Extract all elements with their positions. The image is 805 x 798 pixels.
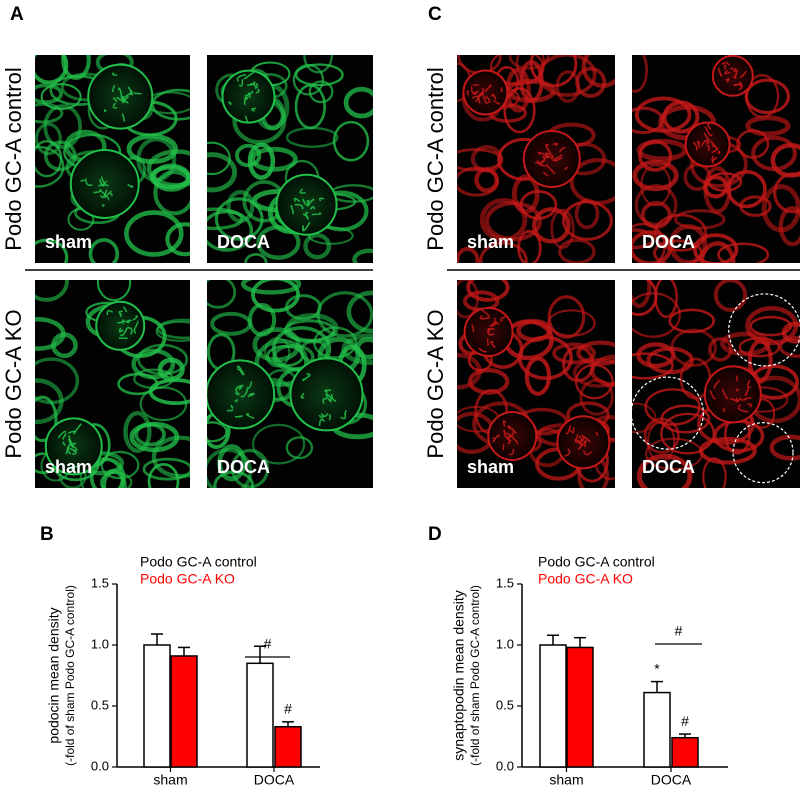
glomerulus bbox=[713, 56, 753, 96]
micrograph bbox=[13, 42, 204, 274]
micrograph bbox=[12, 262, 211, 500]
legend-entry: Podo GC-A KO bbox=[538, 571, 633, 587]
y-axis-label: (-fold of sham Podo GC-A control) bbox=[63, 585, 77, 766]
y-axis-label: podocin mean density bbox=[46, 607, 62, 743]
image-label: DOCA bbox=[642, 232, 695, 252]
micrograph-content bbox=[186, 39, 384, 271]
glomerulus-texture bbox=[103, 205, 105, 206]
glomerulus bbox=[705, 366, 761, 422]
image-label: sham bbox=[45, 457, 92, 477]
y-tick-label: 0.5 bbox=[91, 697, 109, 712]
y-tick-label: 1.0 bbox=[496, 636, 514, 651]
annotation: # bbox=[675, 623, 683, 639]
x-tick-label: DOCA bbox=[254, 772, 295, 788]
glomerulus bbox=[463, 70, 507, 114]
image-label: DOCA bbox=[217, 232, 270, 252]
annotation: # bbox=[264, 636, 272, 652]
y-tick-label: 1.5 bbox=[91, 575, 109, 590]
x-tick-label: sham bbox=[153, 772, 187, 788]
glomerulus-texture bbox=[718, 151, 719, 154]
bar bbox=[247, 663, 273, 767]
glomerulus-texture bbox=[119, 338, 127, 339]
y-axis-label: (-fold of sham Podo GC-A control) bbox=[468, 585, 482, 766]
micrograph-content bbox=[12, 262, 211, 500]
glomerulus-texture bbox=[134, 93, 141, 94]
glomerulus-texture bbox=[492, 438, 494, 439]
annotation: # bbox=[284, 701, 292, 717]
bar bbox=[567, 647, 593, 767]
panel-letter: A bbox=[10, 4, 24, 25]
y-tick-label: 0.5 bbox=[496, 697, 514, 712]
bar bbox=[540, 645, 566, 767]
bar bbox=[275, 727, 301, 767]
glomerulus-texture bbox=[503, 444, 504, 450]
legend-entry: Podo GC-A control bbox=[140, 554, 257, 570]
row-label: Podo GC-A KO bbox=[423, 309, 448, 458]
micrograph-content bbox=[13, 42, 204, 274]
image-label: DOCA bbox=[217, 457, 270, 477]
micrograph bbox=[186, 39, 384, 271]
glomerulus bbox=[686, 122, 730, 166]
annotation: * bbox=[654, 660, 660, 676]
image-label: sham bbox=[45, 232, 92, 252]
bar bbox=[171, 656, 197, 767]
y-tick-label: 1.0 bbox=[91, 636, 109, 651]
row-label: Podo GC-A control bbox=[1, 67, 26, 250]
glomerulus-texture bbox=[492, 323, 499, 324]
glomerulus bbox=[557, 416, 609, 468]
y-tick-label: 0.0 bbox=[91, 758, 109, 773]
glomerulus bbox=[88, 65, 152, 129]
panel-letter: D bbox=[428, 524, 442, 545]
glomerulus-texture bbox=[487, 338, 488, 346]
row-label: Podo GC-A control bbox=[423, 67, 448, 250]
y-axis-label: synaptopodin mean density bbox=[451, 590, 467, 760]
panel-letter: C bbox=[428, 4, 442, 25]
bar bbox=[144, 645, 170, 767]
image-label: DOCA bbox=[642, 457, 695, 477]
y-tick-label: 0.0 bbox=[496, 758, 514, 773]
y-tick-label: 1.5 bbox=[496, 575, 514, 590]
annotation: # bbox=[681, 713, 689, 729]
x-tick-label: sham bbox=[549, 772, 583, 788]
bar bbox=[672, 738, 698, 767]
panel-letter: B bbox=[40, 524, 54, 545]
glomerulus-texture bbox=[235, 416, 242, 417]
row-label: Podo GC-A KO bbox=[1, 309, 26, 458]
image-label: sham bbox=[467, 457, 514, 477]
glomerulus-texture bbox=[723, 62, 726, 64]
glomerulus-texture bbox=[489, 326, 493, 327]
x-tick-label: DOCA bbox=[651, 772, 692, 788]
legend-entry: Podo GC-A KO bbox=[140, 571, 235, 587]
bar bbox=[644, 693, 670, 767]
legend-entry: Podo GC-A control bbox=[538, 554, 655, 570]
image-label: sham bbox=[467, 232, 514, 252]
